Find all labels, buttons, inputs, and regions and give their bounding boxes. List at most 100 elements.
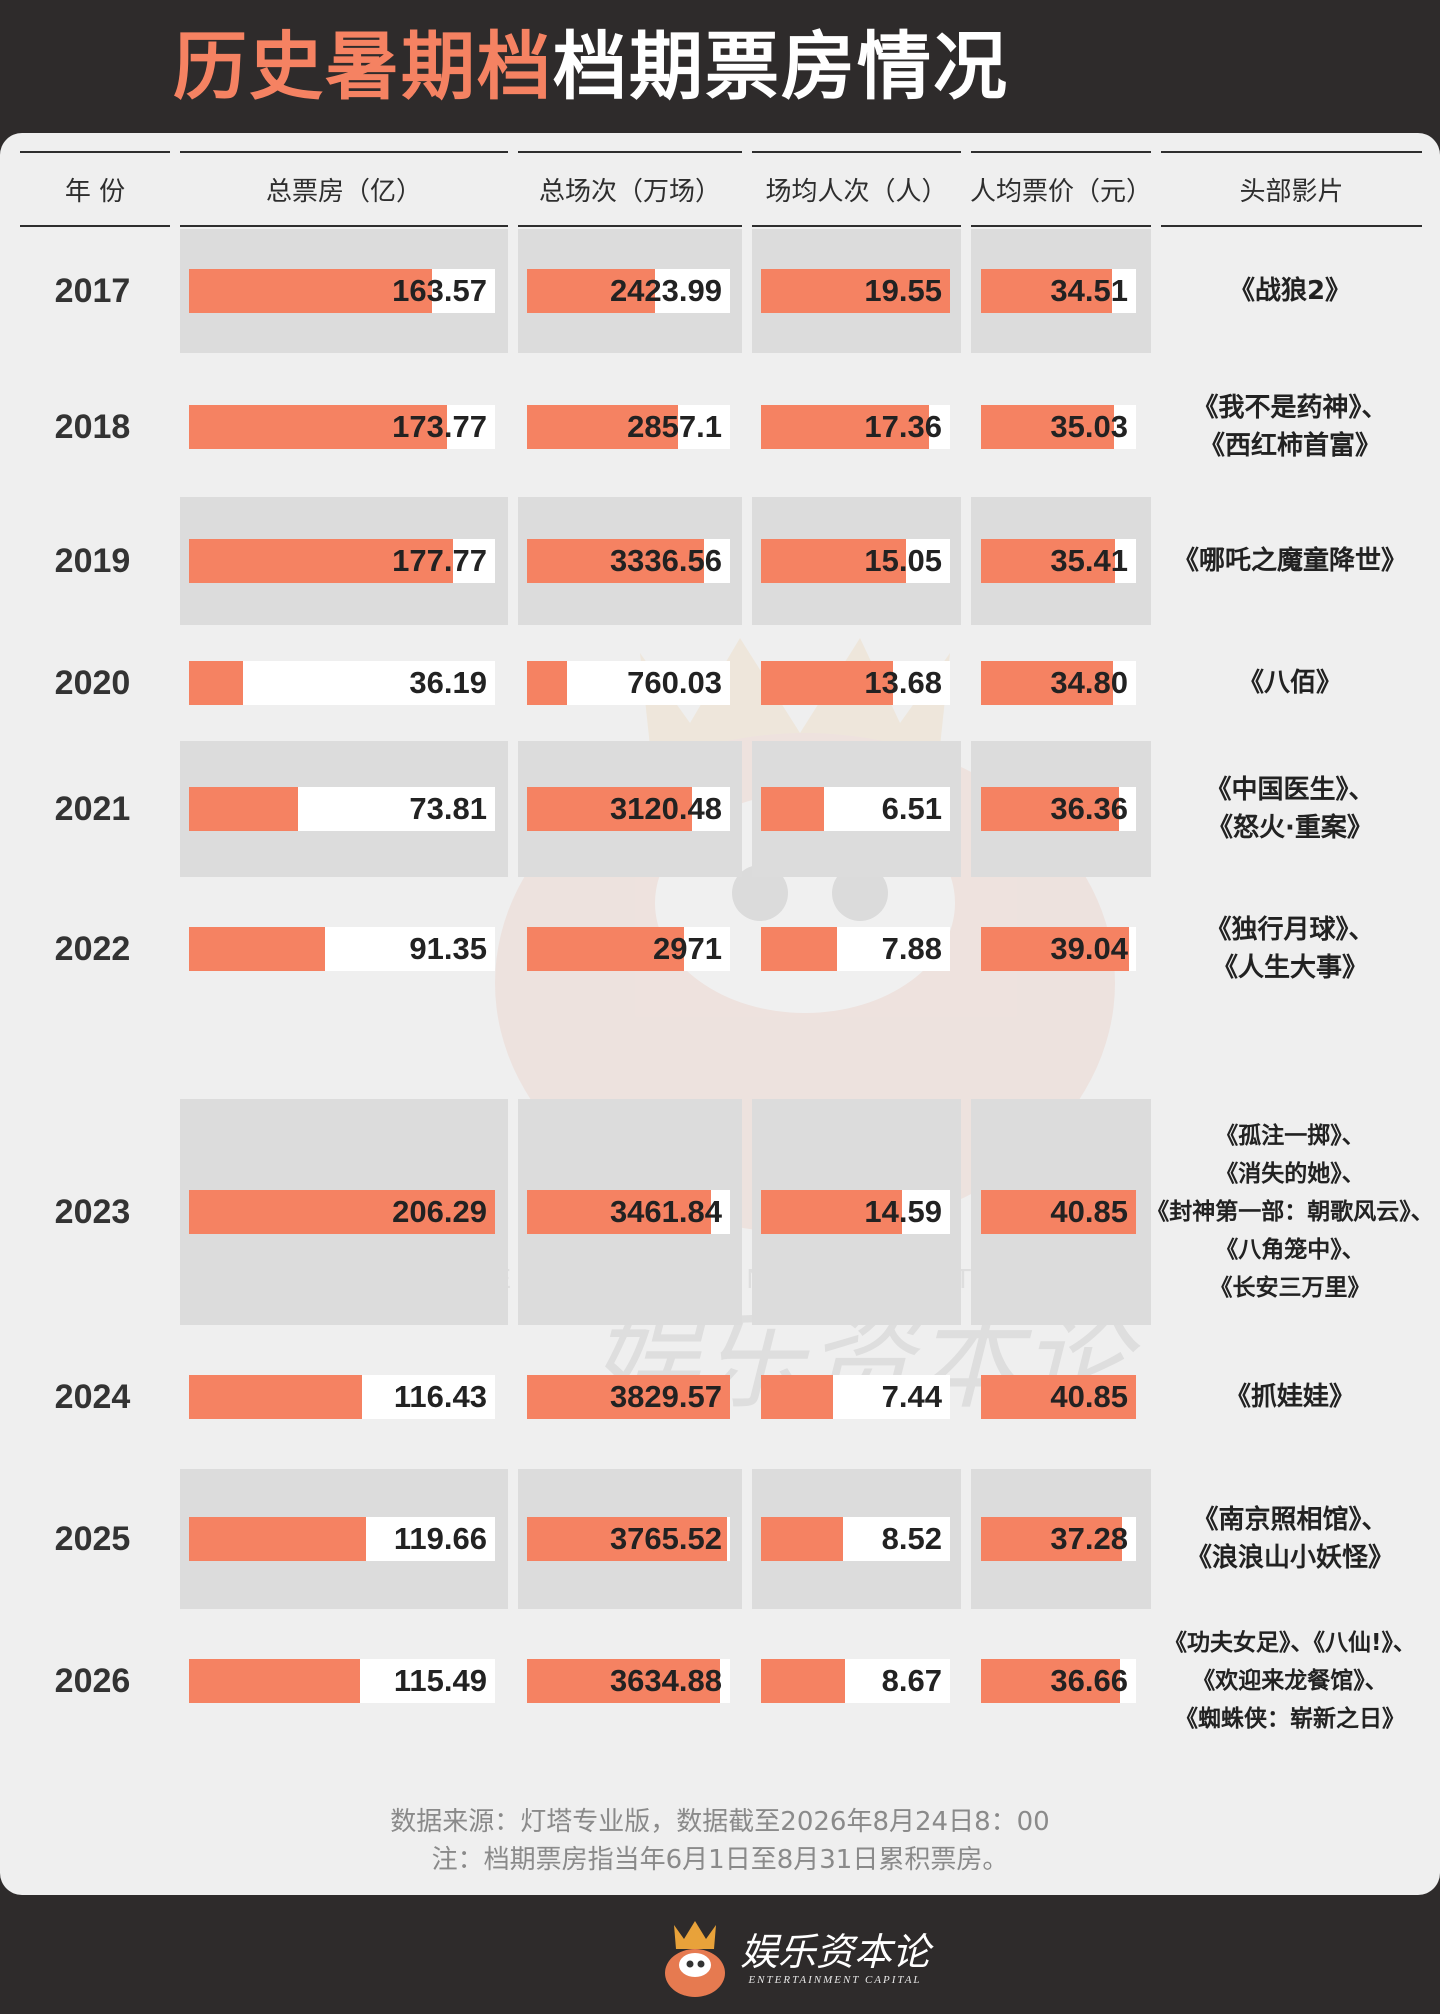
film-title: 《孤注一掷》、 <box>1215 1123 1365 1149</box>
screenings-value: 3765.52 <box>609 1521 722 1556</box>
film-title: 《长安三万里》 <box>1209 1275 1371 1301</box>
year-label: 2020 <box>54 663 131 702</box>
ticket-price-value: 36.36 <box>1050 791 1128 826</box>
screenings-bar <box>527 1375 730 1419</box>
ticket-price-value: 40.85 <box>1050 1379 1128 1414</box>
box-office-value: 73.81 <box>409 791 487 826</box>
attendance-bar <box>761 539 906 583</box>
top-films: 《抓娃娃》 <box>1155 1329 1425 1465</box>
ticket-price-cell: 35.41 <box>981 539 1136 583</box>
box-office-bar <box>189 1375 362 1419</box>
screenings-value: 760.03 <box>627 665 722 700</box>
box-office-value: 91.35 <box>409 931 487 966</box>
box-office-cell: 115.49 <box>189 1659 495 1703</box>
header-top-films: 头部影片 <box>1161 151 1422 227</box>
page-title: 历史暑期档档期票房情况 <box>173 22 1009 112</box>
footer-brand-en: ENTERTAINMENT CAPITAL <box>748 1974 922 1986</box>
box-office-bar <box>189 1659 360 1703</box>
attendance-bar <box>761 661 893 705</box>
top-films: 《功夫女足》、《八仙!》、 《欢迎来龙餐馆》、 《蜘蛛侠：崭新之日》 <box>1155 1613 1425 1749</box>
data-source-note: 数据来源：灯塔专业版，数据截至2026年8月24日8：00 <box>390 1807 1050 1837</box>
screenings-cell: 3634.88 <box>527 1659 730 1703</box>
year-label: 2025 <box>54 1519 131 1558</box>
ticket-price-value: 35.41 <box>1050 543 1128 578</box>
definition-note: 注：档期票房指当年6月1日至8月31日累积票房。 <box>431 1845 1009 1875</box>
screenings-value: 3336.56 <box>609 543 722 578</box>
screenings-value: 3120.48 <box>609 791 722 826</box>
film-title: 《西红柿首富》 <box>1198 431 1381 461</box>
top-films: 《南京照相馆》、 《浪浪山小妖怪》 <box>1155 1469 1425 1609</box>
title-rest: 档期票房情况 <box>553 24 1009 110</box>
ticket-price-bar <box>981 269 1112 313</box>
top-films: 《孤注一掷》、 《消失的她》、 《封神第一部：朝歌风云》、 《八角笼中》、 《长安三万里… <box>1146 1099 1434 1325</box>
box-office-value: 36.19 <box>409 665 487 700</box>
screenings-cell: 2857.1 <box>527 405 730 449</box>
year-label: 2017 <box>54 271 131 310</box>
attendance-value: 8.67 <box>881 1663 942 1698</box>
box-office-bar <box>189 269 432 313</box>
year-label: 2018 <box>54 407 131 446</box>
film-title: 《中国医生》、 <box>1205 775 1375 805</box>
ticket-price-bar <box>981 1517 1122 1561</box>
film-title: 《南京照相馆》、 <box>1192 1505 1388 1535</box>
top-films: 《哪吒之魔童降世》 <box>1155 497 1425 625</box>
year-label: 2022 <box>54 929 131 968</box>
screenings-value: 3829.57 <box>609 1379 722 1414</box>
top-films: 《中国医生》、 《怒火·重案》 <box>1155 741 1425 877</box>
attendance-cell: 15.05 <box>761 539 950 583</box>
box-office-bar <box>189 787 298 831</box>
year-label: 2023 <box>54 1192 131 1231</box>
ticket-price-bar <box>981 1190 1136 1234</box>
screenings-bar <box>527 1190 711 1234</box>
attendance-value: 13.68 <box>864 665 942 700</box>
box-office-bar <box>189 539 453 583</box>
year-label: 2024 <box>54 1377 131 1416</box>
table-panel: ENTERTAINMENT CAPITAL 娱乐资本论 年 份 总票房（亿） 总… <box>0 133 1440 1895</box>
box-office-bar <box>189 1190 495 1234</box>
attendance-value: 7.88 <box>881 931 942 966</box>
ticket-price-cell: 34.80 <box>981 661 1136 705</box>
ticket-price-cell: 40.85 <box>981 1375 1136 1419</box>
film-title: 《八角笼中》、 <box>1215 1237 1365 1263</box>
box-office-value: 119.66 <box>393 1521 487 1556</box>
ticket-price-cell: 34.51 <box>981 269 1136 313</box>
screenings-cell: 3461.84 <box>527 1190 730 1234</box>
box-office-value: 163.57 <box>392 273 487 308</box>
attendance-bar <box>761 1659 845 1703</box>
attendance-bar <box>761 927 837 971</box>
attendance-cell: 13.68 <box>761 661 950 705</box>
film-title: 《欢迎来龙餐馆》、 <box>1192 1668 1388 1694</box>
film-title: 《战狼2》 <box>1228 276 1352 306</box>
box-office-cell: 116.43 <box>189 1375 495 1419</box>
screenings-cell: 3765.52 <box>527 1517 730 1561</box>
ticket-price-bar <box>981 927 1129 971</box>
screenings-cell: 3336.56 <box>527 539 730 583</box>
box-office-value: 206.29 <box>392 1194 487 1229</box>
attendance-cell: 7.44 <box>761 1375 950 1419</box>
film-title: 《抓娃娃》 <box>1224 1382 1355 1412</box>
ticket-price-value: 37.28 <box>1050 1521 1128 1556</box>
title-accent: 历史暑期档 <box>173 24 553 110</box>
box-office-cell: 36.19 <box>189 661 495 705</box>
box-office-value: 115.49 <box>393 1663 487 1698</box>
film-title: 《怒火·重案》 <box>1207 813 1373 843</box>
mascot-icon <box>665 1921 725 1997</box>
attendance-cell: 17.36 <box>761 405 950 449</box>
box-office-cell: 119.66 <box>189 1517 495 1561</box>
header-year: 年 份 <box>20 151 170 227</box>
ticket-price-cell: 36.36 <box>981 787 1136 831</box>
screenings-cell: 3829.57 <box>527 1375 730 1419</box>
header-box-office: 总票房（亿） <box>180 151 508 227</box>
film-title: 《封神第一部：朝歌风云》、 <box>1146 1199 1434 1225</box>
box-office-value: 173.77 <box>392 409 487 444</box>
attendance-bar <box>761 405 929 449</box>
ticket-price-cell: 35.03 <box>981 405 1136 449</box>
screenings-cell: 3120.48 <box>527 787 730 831</box>
ticket-price-cell: 40.85 <box>981 1190 1136 1234</box>
box-office-cell: 163.57 <box>189 269 495 313</box>
attendance-value: 15.05 <box>864 543 942 578</box>
screenings-bar <box>527 1517 727 1561</box>
screenings-cell: 2971 <box>527 927 730 971</box>
screenings-bar <box>527 661 567 705</box>
film-title: 《人生大事》 <box>1211 953 1368 983</box>
